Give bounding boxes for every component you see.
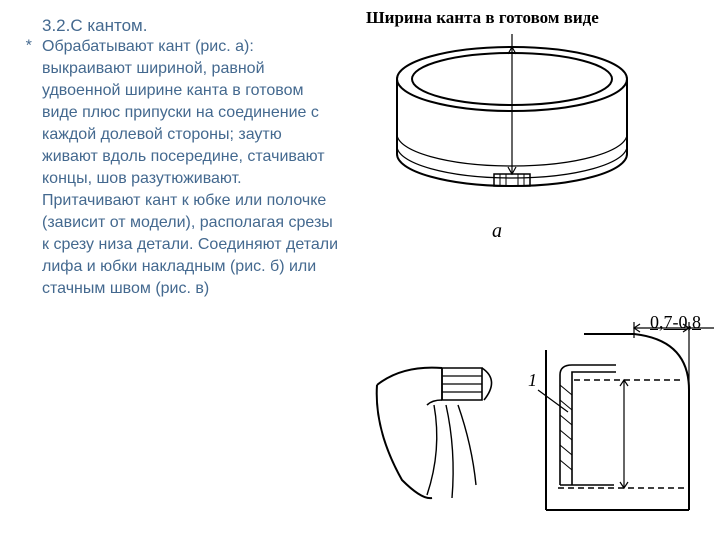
body-paragraph: Обрабатывают кант (рис. а): выкраивают ш… [42, 36, 342, 300]
figure-b-diagram [372, 350, 512, 500]
figure-c-marker: 1 [528, 370, 537, 390]
section-heading: 3.2.С кантом. [42, 16, 147, 36]
figure-a-label: а [492, 220, 502, 243]
figure-a-diagram [382, 34, 642, 214]
figure-c-diagram: 1 [524, 320, 714, 520]
figure-a-caption: Ширина канта в готовом виде [366, 8, 599, 28]
list-bullet: * [24, 38, 34, 56]
